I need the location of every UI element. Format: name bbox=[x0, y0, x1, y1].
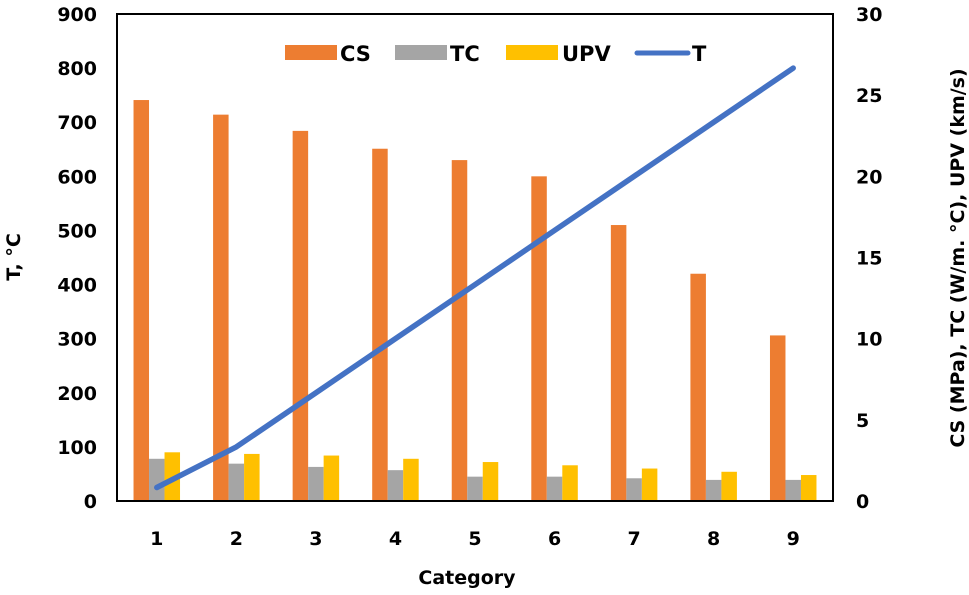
x-tick-label: 3 bbox=[309, 528, 322, 550]
x-tick-label: 5 bbox=[468, 528, 481, 550]
left-tick-label: 100 bbox=[57, 437, 97, 459]
bar-cs-8 bbox=[690, 273, 706, 501]
right-axis-ticks: 0 5 10 15 20 25 30 bbox=[856, 4, 882, 513]
legend-item-cs: CS bbox=[285, 42, 371, 66]
left-tick-label: 900 bbox=[57, 4, 97, 26]
bar-upv-7 bbox=[641, 468, 658, 501]
bar-tc-5 bbox=[467, 476, 483, 501]
bar-cs-7 bbox=[610, 225, 627, 502]
legend-label: T bbox=[692, 42, 707, 66]
right-tick-label: 0 bbox=[856, 491, 869, 513]
bar-tc-9 bbox=[785, 479, 801, 501]
bar-series-group bbox=[133, 100, 817, 502]
bar-tc-6 bbox=[546, 476, 563, 501]
plot-area-border bbox=[116, 13, 834, 502]
x-tick-label: 1 bbox=[150, 528, 163, 550]
right-tick-label: 5 bbox=[856, 410, 869, 432]
left-tick-label: 700 bbox=[57, 112, 97, 134]
bar-upv-2 bbox=[244, 453, 260, 501]
x-tick-label: 7 bbox=[627, 528, 640, 550]
legend-swatch bbox=[285, 45, 337, 60]
legend-label: UPV bbox=[562, 42, 611, 66]
x-tick-label: 9 bbox=[787, 528, 800, 550]
bar-upv-4 bbox=[403, 458, 419, 501]
bar-upv-8 bbox=[721, 471, 737, 501]
bar-tc-3 bbox=[308, 466, 324, 501]
left-tick-label: 300 bbox=[57, 329, 97, 351]
left-axis-title: T, °C bbox=[3, 233, 25, 281]
line-series-group bbox=[154, 65, 796, 491]
bar-upv-5 bbox=[482, 462, 499, 501]
legend-item-upv: UPV bbox=[506, 42, 611, 66]
bar-tc-2 bbox=[228, 463, 245, 501]
right-axis-title: CS (MPa), TC (W/m. °C), UPV (km/s) bbox=[947, 68, 969, 447]
bar-upv-6 bbox=[562, 465, 578, 501]
bar-cs-6 bbox=[531, 176, 547, 502]
left-tick-label: 800 bbox=[57, 58, 97, 80]
x-axis-ticks: 1 2 3 4 5 6 7 8 9 bbox=[150, 528, 800, 550]
bar-tc-8 bbox=[705, 479, 722, 501]
legend-item-tc: TC bbox=[395, 42, 480, 66]
bar-upv-9 bbox=[800, 475, 817, 501]
right-tick-label: 25 bbox=[856, 85, 882, 107]
line-t bbox=[154, 65, 796, 491]
legend-swatch bbox=[506, 45, 558, 60]
legend-swatch bbox=[395, 45, 447, 60]
x-tick-label: 6 bbox=[548, 528, 561, 550]
legend-label: CS bbox=[340, 42, 371, 66]
bar-cs-2 bbox=[213, 114, 229, 501]
bar-cs-1 bbox=[133, 100, 150, 501]
left-tick-label: 200 bbox=[57, 383, 97, 405]
x-axis-title: Category bbox=[418, 567, 516, 589]
left-tick-label: 500 bbox=[57, 220, 97, 242]
bar-cs-4 bbox=[372, 148, 388, 501]
bar-tc-4 bbox=[387, 470, 404, 501]
bar-upv-3 bbox=[323, 455, 340, 501]
legend-item-t: T bbox=[634, 42, 707, 66]
bar-tc-1 bbox=[149, 458, 165, 501]
right-tick-label: 20 bbox=[856, 166, 882, 188]
bar-cs-5 bbox=[451, 160, 468, 501]
left-axis-ticks: 0 100 200 300 400 500 600 700 800 900 bbox=[57, 4, 97, 513]
x-tick-label: 4 bbox=[389, 528, 402, 550]
left-tick-label: 0 bbox=[84, 491, 97, 513]
x-tick-label: 2 bbox=[230, 528, 243, 550]
right-tick-label: 30 bbox=[856, 4, 882, 26]
right-tick-label: 10 bbox=[856, 329, 882, 351]
x-tick-label: 8 bbox=[707, 528, 720, 550]
left-tick-label: 600 bbox=[57, 166, 97, 188]
bar-cs-9 bbox=[769, 335, 786, 501]
right-tick-label: 15 bbox=[856, 248, 882, 270]
bar-tc-7 bbox=[626, 478, 642, 501]
left-tick-label: 400 bbox=[57, 275, 97, 297]
legend: CS TC UPV T bbox=[285, 42, 707, 66]
bar-cs-3 bbox=[292, 130, 309, 501]
legend-label: TC bbox=[450, 42, 480, 66]
